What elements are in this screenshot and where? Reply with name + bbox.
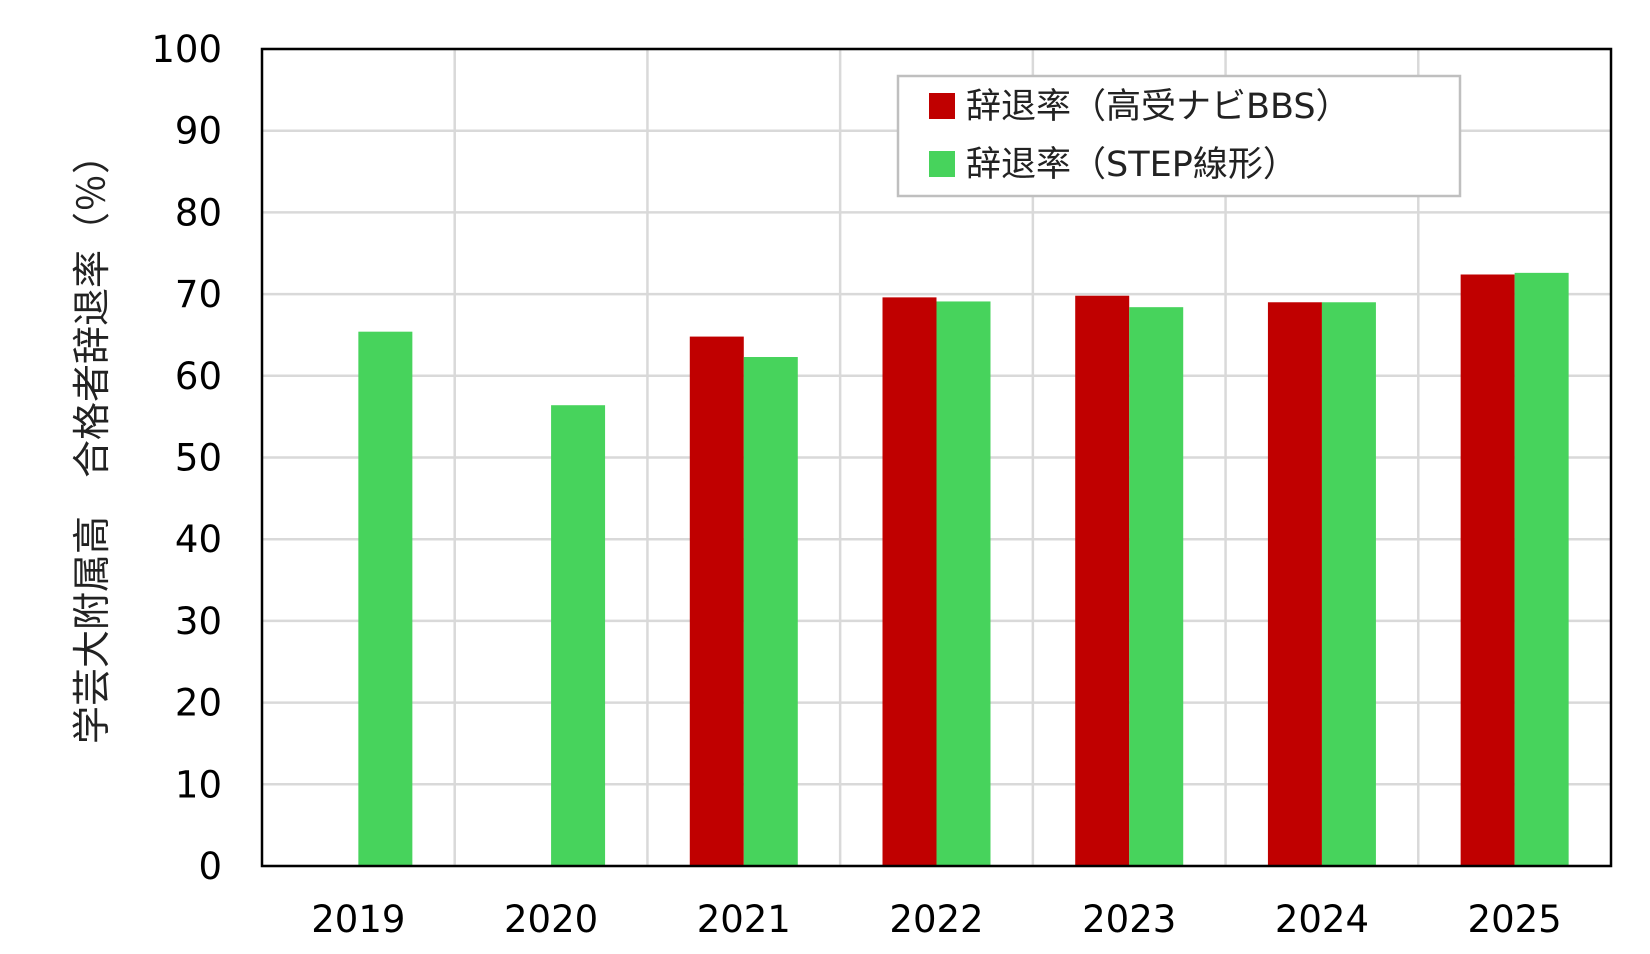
x-tick-label: 2023 — [1082, 898, 1176, 941]
y-tick-label: 100 — [151, 28, 222, 71]
y-axis-label: 学芸大附属高 合格者辞退率（％） — [70, 136, 114, 744]
bar-step-2021 — [743, 357, 798, 866]
bar-step-2020 — [551, 405, 606, 866]
legend-label: 辞退率（高受ナビBBS） — [966, 87, 1351, 127]
bar-bbs-2025 — [1460, 274, 1515, 866]
bar-step-2024 — [1321, 302, 1376, 866]
x-tick-label: 2020 — [504, 898, 598, 941]
x-tick-label: 2022 — [889, 898, 983, 941]
y-tick-label: 80 — [175, 191, 222, 234]
bar-bbs-2024 — [1267, 302, 1322, 866]
y-tick-labels: 0 10 20 30 40 50 60 70 80 90 100 — [151, 28, 222, 888]
x-tick-label: 2024 — [1275, 898, 1369, 941]
bar-step-2025 — [1514, 272, 1569, 866]
legend-swatch — [929, 93, 955, 119]
y-tick-label: 60 — [175, 355, 222, 398]
bar-step-2019 — [358, 331, 413, 866]
y-tick-label: 50 — [175, 437, 222, 480]
legend: 辞退率（高受ナビBBS） 辞退率（STEP線形） — [896, 74, 1462, 198]
legend-box — [896, 74, 1462, 198]
y-tick-label: 70 — [175, 273, 222, 316]
legend-swatch — [929, 151, 955, 177]
x-tick-label: 2021 — [697, 898, 791, 941]
y-tick-label: 20 — [175, 682, 222, 725]
bar-bbs-2021 — [689, 336, 744, 867]
legend-label: 辞退率（STEP線形） — [966, 145, 1298, 185]
y-tick-label: 30 — [175, 600, 222, 643]
bar-bbs-2022 — [882, 297, 937, 866]
bar-step-2023 — [1129, 307, 1184, 866]
x-tick-label: 2025 — [1468, 898, 1562, 941]
plot-area-frame — [260, 47, 1613, 868]
y-tick-label: 90 — [175, 110, 222, 153]
bars — [358, 272, 1569, 867]
y-tick-label: 40 — [175, 518, 222, 561]
x-tick-labels: 2019 2020 2021 2022 2023 2024 2025 — [311, 898, 1561, 941]
y-tick-label: 10 — [175, 763, 222, 806]
bar-bbs-2023 — [1075, 295, 1130, 866]
y-tick-label: 0 — [198, 845, 222, 888]
bar-step-2022 — [936, 301, 991, 866]
x-tick-label: 2019 — [311, 898, 405, 941]
